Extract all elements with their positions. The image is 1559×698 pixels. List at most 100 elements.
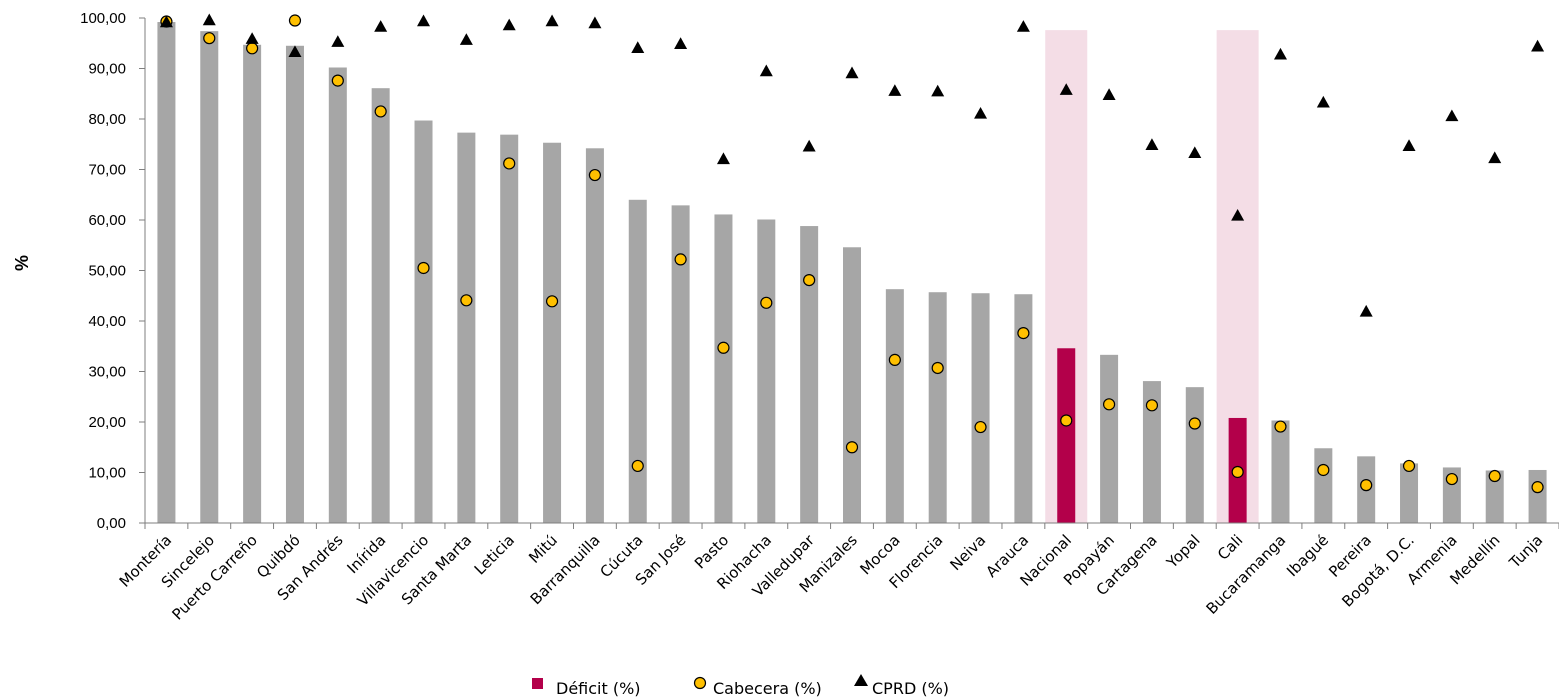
cprd-point: [202, 13, 216, 26]
cprd-point: [716, 152, 730, 165]
bar: [714, 214, 733, 523]
cprd-point: [1445, 109, 1459, 122]
cabecera-point: [845, 441, 859, 454]
cabecera-point: [803, 273, 816, 287]
cabecera-point: [1060, 414, 1073, 427]
cabecera-point: [1274, 420, 1287, 433]
bar: [243, 44, 262, 523]
y-tick-label: 80,00: [88, 111, 126, 128]
cabecera-point: [203, 32, 216, 45]
bar: [885, 289, 904, 523]
cabecera-point: [1360, 479, 1373, 492]
cabecera-point: [545, 295, 559, 308]
bar: [200, 31, 219, 523]
cabecera-point: [1188, 417, 1201, 430]
bar: [1100, 354, 1119, 523]
cabecera-point: [931, 361, 944, 375]
y-tick-label: 30,00: [88, 364, 126, 381]
category-label: Leticia: [471, 531, 518, 578]
legend-deficit-label: Déficit (%): [556, 679, 641, 698]
cabecera-point: [1102, 398, 1116, 411]
bar: [843, 247, 861, 523]
cprd-point: [1402, 139, 1416, 151]
cabecera-point: [631, 459, 644, 473]
cprd-point: [1102, 88, 1116, 100]
cabecera-point: [1488, 469, 1501, 483]
bar: [500, 134, 519, 523]
cabecera-markers: [160, 14, 1544, 494]
y-tick-labels: 0,00 10,00 20,00 30,00 40,00 50,00 60,00 70,00 8…: [80, 10, 126, 532]
legend-cprd-swatch: [854, 674, 868, 686]
bar: [371, 88, 390, 523]
cprd-point: [417, 14, 431, 27]
category-label: Tunja: [1505, 531, 1546, 572]
bar: [1185, 387, 1204, 523]
legend-deficit-swatch: [532, 678, 543, 689]
y-tick-label: 20,00: [88, 414, 126, 431]
category-label: Yopal: [1162, 531, 1203, 572]
cabecera-point: [888, 353, 901, 366]
cprd-point: [159, 15, 173, 28]
bar: [157, 22, 176, 523]
cprd-point: [502, 18, 516, 31]
cabecera-point: [1145, 399, 1159, 412]
cprd-point: [1059, 83, 1073, 95]
legend-cabecera-swatch: [693, 676, 707, 690]
bar: [1142, 381, 1161, 523]
cprd-point: [845, 66, 859, 79]
bar: [971, 293, 990, 523]
cabecera-point: [1402, 459, 1416, 473]
cabecera-point: [1445, 472, 1458, 486]
cabecera-point: [417, 261, 430, 275]
cabecera-point: [1317, 463, 1330, 477]
cabecera-point: [246, 42, 259, 55]
deficit-bars: [157, 22, 1547, 524]
cprd-point: [1316, 95, 1330, 108]
cprd-point: [759, 64, 773, 77]
y-tick-label: 90,00: [88, 61, 126, 78]
cabecera-point: [331, 74, 344, 87]
cprd-point: [802, 139, 816, 152]
cabecera-point: [1531, 481, 1544, 494]
bar: [1400, 463, 1419, 523]
cprd-point: [631, 41, 645, 53]
legend-cprd-label: CPRD (%): [872, 679, 949, 698]
cprd-point: [245, 32, 259, 44]
category-label: Mitú: [525, 531, 561, 567]
category-label: Ibagué: [1283, 531, 1332, 580]
cabecera-point: [674, 253, 687, 266]
bar: [757, 219, 776, 523]
cprd-point: [1359, 304, 1373, 317]
cprd-point: [374, 20, 388, 32]
bar: [414, 120, 433, 523]
bar: [1314, 448, 1333, 523]
cabecera-point: [288, 14, 302, 27]
bar: [585, 148, 604, 524]
y-tick-label: 100,00: [80, 10, 126, 27]
cprd-point: [331, 35, 345, 47]
y-axis-label: %: [12, 255, 32, 271]
cprd-point: [545, 14, 559, 27]
axes: [139, 17, 1559, 529]
y-tick-label: 10,00: [88, 465, 126, 482]
bar: [285, 45, 304, 524]
y-tick-label: 70,00: [88, 162, 126, 179]
bar: [1485, 470, 1504, 523]
bar: [1057, 348, 1076, 523]
category-label: Cali: [1214, 531, 1247, 564]
y-tick-label: 60,00: [88, 212, 126, 229]
cprd-point: [674, 37, 688, 49]
y-tick-label: 0,00: [97, 515, 126, 532]
cprd-point: [288, 45, 302, 58]
bar: [1271, 420, 1290, 523]
cabecera-point: [717, 341, 730, 354]
bar: [671, 205, 690, 524]
cabecera-point: [1017, 327, 1030, 340]
y-tick-label: 40,00: [88, 313, 126, 330]
bar: [543, 142, 562, 524]
cprd-point: [459, 33, 473, 45]
cabecera-point: [460, 294, 473, 307]
cprd-point: [1016, 20, 1030, 32]
